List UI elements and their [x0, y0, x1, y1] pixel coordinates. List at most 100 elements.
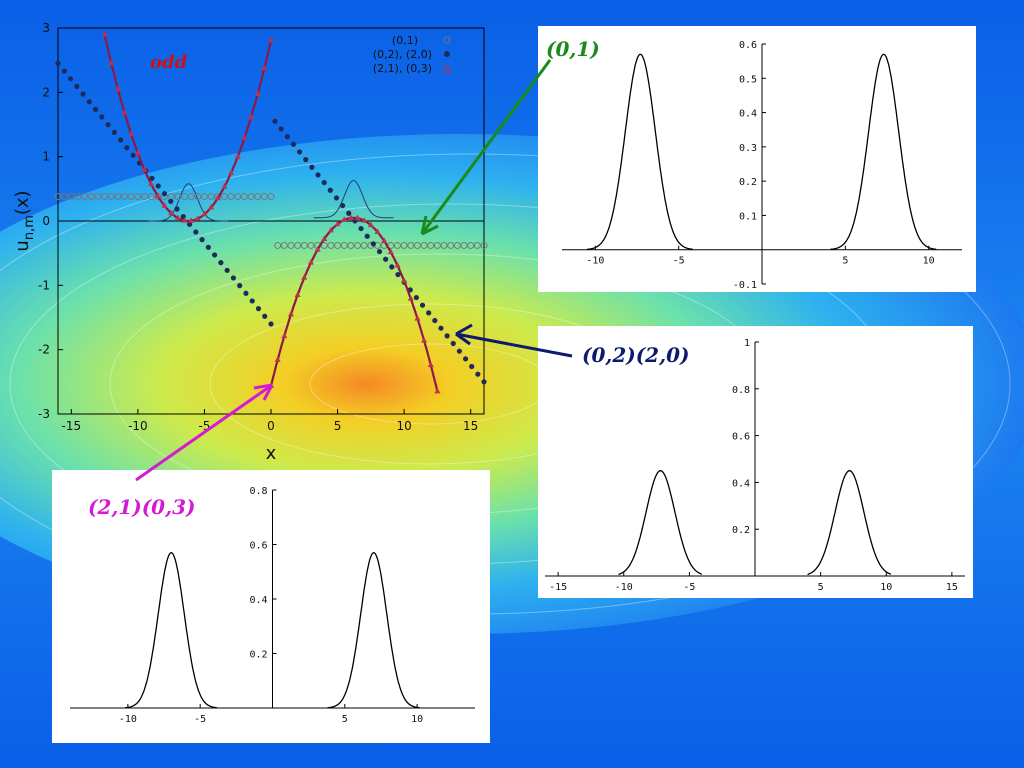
point-21-03	[241, 134, 248, 141]
callout-arrow-21-03	[135, 383, 274, 482]
legend-entry-21-03: (2,1), (0,3)	[373, 62, 432, 75]
inset-peak-curve	[618, 470, 703, 576]
inset-x-tick-label: 10	[411, 714, 423, 725]
inset-y-tick-label: -0.1	[733, 280, 757, 291]
point-02-20	[55, 60, 61, 66]
point-02-20	[370, 241, 376, 247]
point-01	[354, 241, 362, 249]
inset-chart-02-20: -15 -10 -5 5 10 15 0.2 0.4 0.6 0.8 1	[545, 338, 965, 593]
main-chart-y-ticks: -3 -2 -1 0 1 2 3	[38, 21, 63, 421]
point-02-20	[376, 248, 383, 255]
point-01	[114, 193, 122, 201]
point-21-03	[181, 217, 188, 223]
point-01	[194, 193, 202, 201]
point-01	[61, 193, 69, 201]
inset-y-tick-label: 0.2	[249, 650, 267, 661]
point-02-20	[205, 244, 211, 250]
y-tick-label: 0	[42, 214, 50, 228]
legend-marker-21-03	[442, 63, 452, 73]
point-02-20	[364, 233, 370, 239]
point-21-03	[154, 192, 161, 199]
point-01	[240, 193, 248, 201]
inset-x-tick-label: 10	[880, 582, 892, 593]
parabola-line	[103, 34, 273, 223]
point-01	[54, 193, 62, 201]
point-02-20	[161, 191, 168, 197]
point-02-20	[315, 172, 321, 178]
inset-chart-21-03: -10 -5 5 10 0.2 0.4 0.6 0.8	[70, 486, 475, 725]
point-01	[400, 241, 408, 249]
point-02-20	[262, 313, 268, 319]
point-02-20	[469, 363, 475, 370]
y-tick-label: 2	[42, 85, 50, 99]
point-21-03	[161, 202, 168, 208]
point-02-20	[438, 325, 444, 331]
inset-peak-curve	[807, 470, 892, 576]
point-21-03	[141, 166, 148, 172]
point-01	[220, 193, 228, 201]
point-01	[74, 193, 82, 201]
point-21-03	[254, 90, 261, 97]
point-01	[327, 241, 335, 249]
point-01	[467, 241, 475, 249]
point-21-03	[327, 226, 334, 233]
point-02-20	[413, 294, 419, 301]
point-21-03	[307, 259, 314, 265]
point-21-03	[248, 113, 255, 120]
point-02-20	[346, 210, 352, 216]
point-21-03	[214, 194, 221, 201]
x-tick-label: -5	[198, 419, 210, 433]
legend-marker-02-20	[444, 51, 450, 57]
point-01	[107, 193, 115, 201]
x-tick-label: 10	[396, 419, 411, 433]
point-21-03	[134, 149, 141, 156]
point-02-20	[105, 122, 111, 128]
point-02-20	[278, 126, 284, 132]
point-21-03	[347, 214, 354, 220]
point-02-20	[340, 202, 346, 209]
inset-y-tick-label: 0.4	[732, 478, 750, 489]
point-02-20	[255, 306, 262, 312]
point-02-20	[358, 225, 364, 232]
point-02-20	[284, 134, 290, 140]
point-21-03	[367, 221, 374, 228]
point-21-03	[387, 248, 394, 255]
inset-y-tick-label: 0.2	[732, 525, 750, 536]
point-02-20	[290, 141, 297, 147]
y-tick-label: 3	[42, 21, 50, 35]
point-21-03	[168, 209, 175, 216]
inset-y-tick-label: 0.2	[739, 177, 757, 188]
point-01	[180, 193, 188, 201]
y-tick-label: -1	[38, 278, 50, 292]
point-21-03	[261, 64, 268, 71]
y-tick-label: 1	[42, 150, 50, 164]
point-02-20	[86, 99, 92, 105]
point-02-20	[321, 179, 327, 186]
inset-x-tick-label: 10	[923, 256, 935, 267]
point-21-03	[407, 295, 414, 301]
main-chart-legend: (0,1) (0,2), (2,0) (2,1), (0,3)	[373, 34, 452, 75]
point-01	[227, 193, 235, 201]
point-01	[147, 193, 155, 201]
point-02-20	[130, 152, 136, 158]
inset-peak-curve	[327, 552, 420, 709]
point-01	[300, 241, 308, 249]
point-02-20	[481, 379, 487, 385]
point-01	[274, 241, 282, 249]
inset-y-tick-label: 0.4	[249, 595, 267, 606]
inset-y-tick-label: 0.6	[739, 40, 757, 51]
inset-y-tick-label: 0.6	[732, 432, 750, 443]
inset-y-tick-label: 0.1	[739, 211, 757, 222]
point-02-20	[450, 340, 456, 347]
point-02-20	[444, 333, 450, 339]
inset-x-tick-label: -5	[683, 582, 695, 593]
point-01	[67, 193, 75, 201]
x-tick-label: -10	[128, 419, 148, 433]
point-02-20	[224, 267, 230, 273]
point-02-20	[327, 187, 333, 193]
callout-arrow-02-20	[455, 323, 573, 358]
inset-x-tick-label: 5	[342, 714, 348, 725]
point-02-20	[243, 290, 249, 296]
point-02-20	[432, 317, 438, 324]
point-21-03	[381, 237, 388, 243]
